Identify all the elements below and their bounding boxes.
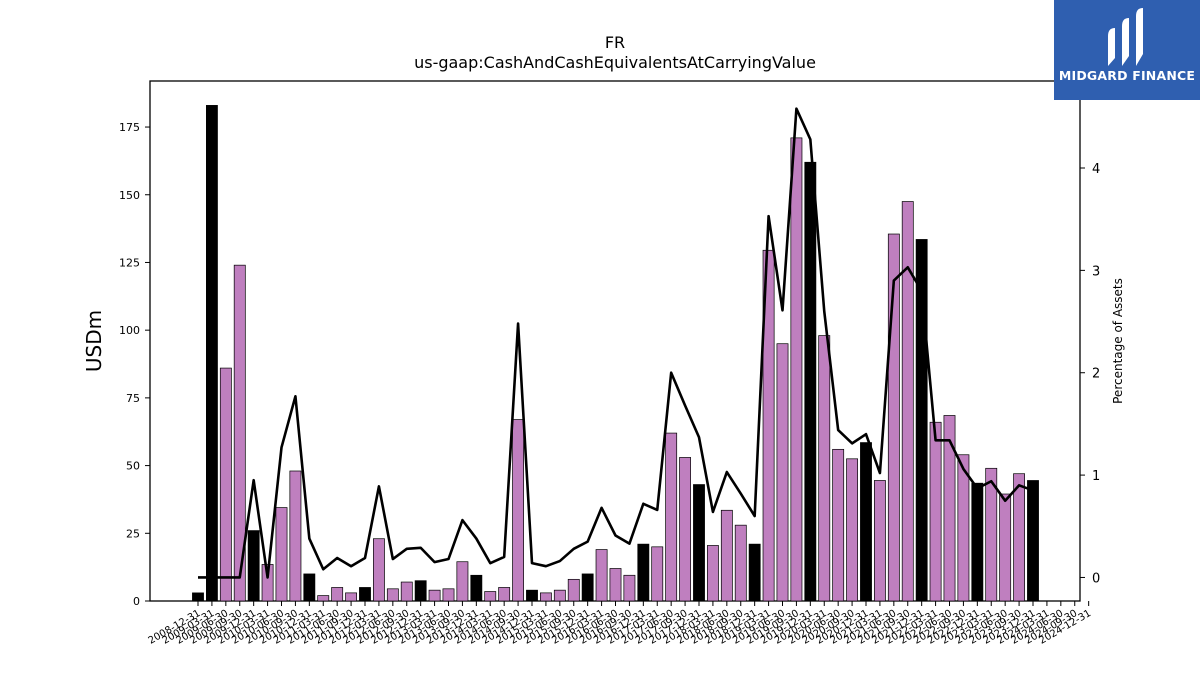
bar <box>526 589 538 602</box>
bar <box>734 524 747 602</box>
bar <box>386 588 399 602</box>
bar <box>414 580 427 602</box>
bar <box>873 480 886 602</box>
bar <box>442 588 455 602</box>
bar <box>623 574 636 602</box>
bar <box>609 568 622 602</box>
bar <box>1027 480 1039 602</box>
y-tick-label: 150 <box>119 189 140 202</box>
bar <box>206 105 218 602</box>
bar <box>790 137 803 602</box>
bar <box>818 335 831 602</box>
bar <box>748 543 761 602</box>
bar <box>651 546 664 602</box>
bar <box>275 507 288 602</box>
bar <box>456 561 469 602</box>
bar <box>943 415 956 602</box>
bar <box>359 587 371 602</box>
y2-axis-label: Percentage of Assets <box>1111 278 1125 404</box>
bar <box>567 578 580 602</box>
midgard-finance-logo: MIDGARD FINANCE <box>1054 0 1200 100</box>
bar <box>637 543 650 602</box>
bar <box>470 574 483 602</box>
bar <box>373 538 385 602</box>
logo-text: MIDGARD FINANCE <box>1058 68 1196 83</box>
bar <box>693 484 705 602</box>
y2-tick-label: 2 <box>1092 367 1100 382</box>
bar <box>247 530 260 602</box>
bar <box>192 592 204 602</box>
y-axis-left: 0 25 50 75 100 125 150 175 <box>119 121 150 608</box>
y-tick-label: 50 <box>126 460 140 473</box>
bar <box>679 457 692 602</box>
y2-tick-label: 0 <box>1092 571 1100 586</box>
bar <box>846 458 859 602</box>
bar <box>303 573 316 602</box>
bar <box>832 448 845 602</box>
bar <box>999 493 1012 602</box>
bar <box>595 549 608 602</box>
y2-tick-label: 4 <box>1092 162 1100 177</box>
bar <box>345 592 357 602</box>
y-tick-label: 100 <box>119 324 140 337</box>
bar <box>498 587 511 602</box>
bar <box>428 589 441 602</box>
bar <box>539 592 552 602</box>
bar <box>720 509 733 602</box>
y-tick-label: 75 <box>126 392 140 405</box>
bar <box>957 454 970 602</box>
bar <box>665 432 678 602</box>
bar <box>317 595 330 602</box>
y-tick-label: 25 <box>126 527 140 540</box>
bar <box>219 367 232 602</box>
chart-subtitle: us-gaap:CashAndCashEquivalentsAtCarrying… <box>414 53 816 72</box>
bar <box>706 545 719 602</box>
bar <box>776 343 789 602</box>
percentage-line <box>198 107 1034 579</box>
y-tick-label: 175 <box>119 121 140 134</box>
y2-tick-label: 1 <box>1092 469 1100 484</box>
bar <box>804 161 817 602</box>
bar <box>512 419 525 602</box>
bar <box>400 581 413 602</box>
y-tick-label: 125 <box>119 256 140 269</box>
chart-title: FR <box>605 33 625 52</box>
y-tick-label: 0 <box>133 595 140 608</box>
bar <box>1013 473 1026 602</box>
y-axis-label: USDm <box>82 310 106 372</box>
bar <box>860 442 872 602</box>
bar <box>901 201 914 602</box>
bar <box>553 589 566 602</box>
y-axis-right: 0 1 2 3 4 <box>1080 162 1100 586</box>
line-group <box>198 107 1034 579</box>
bar <box>289 470 302 602</box>
bar <box>971 482 984 602</box>
y2-tick-label: 3 <box>1092 264 1100 279</box>
bar <box>581 573 594 602</box>
bar <box>929 421 942 602</box>
x-axis: 2008-12-312009-03-312009-06-302009-09-30… <box>147 601 1093 647</box>
bar <box>484 591 497 602</box>
bar <box>331 587 344 602</box>
logo-mark-icon <box>1108 8 1143 66</box>
bars-group <box>192 105 1039 602</box>
